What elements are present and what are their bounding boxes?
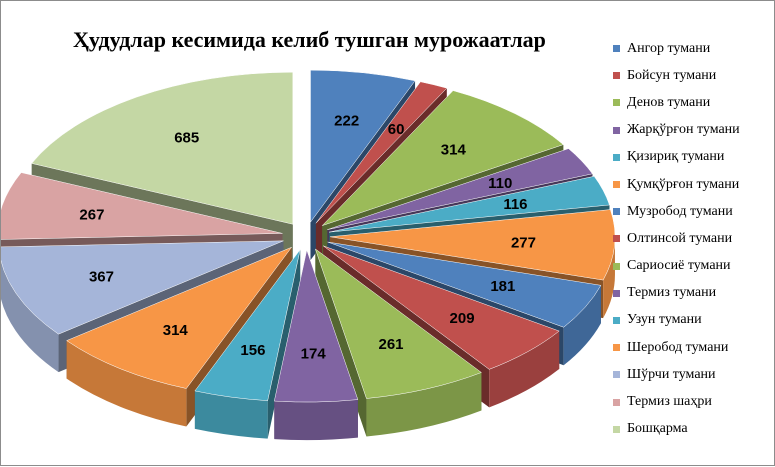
legend-label: Термиз тумани <box>627 285 717 301</box>
pie-slice-8 <box>323 245 560 370</box>
pie-top-layer <box>1 69 616 403</box>
pie-slice-rim <box>1 261 59 373</box>
pie-slice-14 <box>1 172 283 240</box>
legend-label: Ангор тумани <box>627 40 711 56</box>
pie-slice-10 <box>274 249 359 403</box>
legend-item: Сариосиё тумани <box>613 253 773 280</box>
legend-label: Қизириқ тумани <box>627 149 725 165</box>
legend-label: Денов тумани <box>627 94 711 110</box>
pie-data-label: 222 <box>334 113 359 130</box>
legend-item: Қумқўрғон тумани <box>613 171 773 198</box>
pie-data-label: 209 <box>450 310 475 327</box>
legend-swatch <box>613 72 620 80</box>
legend-label: Сариосиё тумани <box>627 258 731 274</box>
pie-slice-11 <box>194 249 301 401</box>
legend-swatch <box>613 344 620 352</box>
legend-label: Узун тумани <box>627 312 702 328</box>
legend-item: Бойсун тумани <box>613 62 773 89</box>
pie-slice-rim <box>603 236 615 319</box>
pie-slice-4 <box>327 148 593 230</box>
legend-swatch <box>613 126 620 134</box>
pie-data-label: 156 <box>240 342 265 359</box>
pie-slice-rim <box>66 340 187 427</box>
legend-item: Термиз шаҳри <box>613 388 773 415</box>
legend-item: Узун тумани <box>613 307 773 334</box>
pie-slice-5 <box>329 176 610 233</box>
legend-swatch <box>613 99 620 107</box>
legend-swatch <box>613 316 620 324</box>
legend-item: Жарқўрғон тумани <box>613 117 773 144</box>
legend-label: Қумқўрғон тумани <box>627 176 740 192</box>
pie-slice-rim <box>563 285 601 366</box>
legend-label: Бойсун тумани <box>627 67 717 83</box>
pie-data-label: 110 <box>488 175 512 192</box>
legend-item: Олтинсой тумани <box>613 225 773 252</box>
pie-data-label: 261 <box>379 336 404 353</box>
legend-swatch <box>613 45 620 53</box>
legend-item: Термиз тумани <box>613 280 773 307</box>
pie-slice-12 <box>66 246 293 389</box>
legend-item: Шўрчи тумани <box>613 361 773 388</box>
pie-slice-13 <box>1 240 284 335</box>
legend-item: Музробод тумани <box>613 198 773 225</box>
legend-item: Бошқарма <box>613 416 773 443</box>
pie-slice-6 <box>329 209 616 281</box>
legend-label: Шеробод тумани <box>627 339 729 355</box>
pie-slice-rim <box>489 331 560 408</box>
legend-swatch <box>613 371 620 379</box>
legend-swatch <box>613 425 620 433</box>
legend-swatch <box>613 208 620 216</box>
legend-swatch <box>613 235 620 243</box>
legend-label: Шўрчи тумани <box>627 366 716 382</box>
pie-slice-rim <box>366 372 482 437</box>
pie-slice-2 <box>315 81 448 224</box>
legend-label: Жарқўрғон тумани <box>627 122 740 138</box>
legend-swatch <box>613 153 620 161</box>
legend-swatch <box>613 398 620 406</box>
pie-data-label: 277 <box>511 234 536 251</box>
legend-label: Музробод тумани <box>627 203 733 219</box>
legend-item: Шеробод тумани <box>613 334 773 361</box>
chart-title: Ҳудудлар кесимида келиб тушган мурожаатл… <box>73 27 546 52</box>
pie-slice-3 <box>322 90 564 226</box>
pie-data-label: 60 <box>388 121 405 138</box>
pie-data-label: 314 <box>441 142 467 159</box>
legend-swatch <box>613 289 620 297</box>
legend-swatch <box>613 262 620 270</box>
pie-slice-15 <box>31 71 294 225</box>
pie-data-label: 685 <box>174 130 199 147</box>
legend-swatch <box>613 181 620 189</box>
legend-item: Ангор тумани <box>613 35 773 62</box>
pie-slice-rim <box>274 399 358 441</box>
legend-item: Қизириқ тумани <box>613 144 773 171</box>
pie-data-label: 367 <box>89 268 114 285</box>
pie-data-label: 267 <box>79 206 104 223</box>
pie-slice-rim <box>194 390 268 439</box>
pie-slice-1 <box>310 69 416 223</box>
pie-data-label: 116 <box>503 196 527 213</box>
legend-label: Термиз шаҳри <box>627 394 712 410</box>
pie-data-label: 181 <box>490 278 515 295</box>
pie-data-label: 314 <box>163 322 189 339</box>
pie-slice-9 <box>314 248 482 399</box>
legend-item: Денов тумани <box>613 89 773 116</box>
pie-slice-7 <box>327 241 602 328</box>
legend-label: Бошқарма <box>627 421 688 437</box>
pie-data-label: 174 <box>301 345 327 362</box>
pie-labels-layer: 222 60 314 110 116 277 181 209 261 174 156 314 367 26… <box>79 113 536 363</box>
chart-legend: Ангор тумани Бойсун тумани Денов тумани Жар… <box>613 35 773 443</box>
legend-label: Олтинсой тумани <box>627 230 733 246</box>
